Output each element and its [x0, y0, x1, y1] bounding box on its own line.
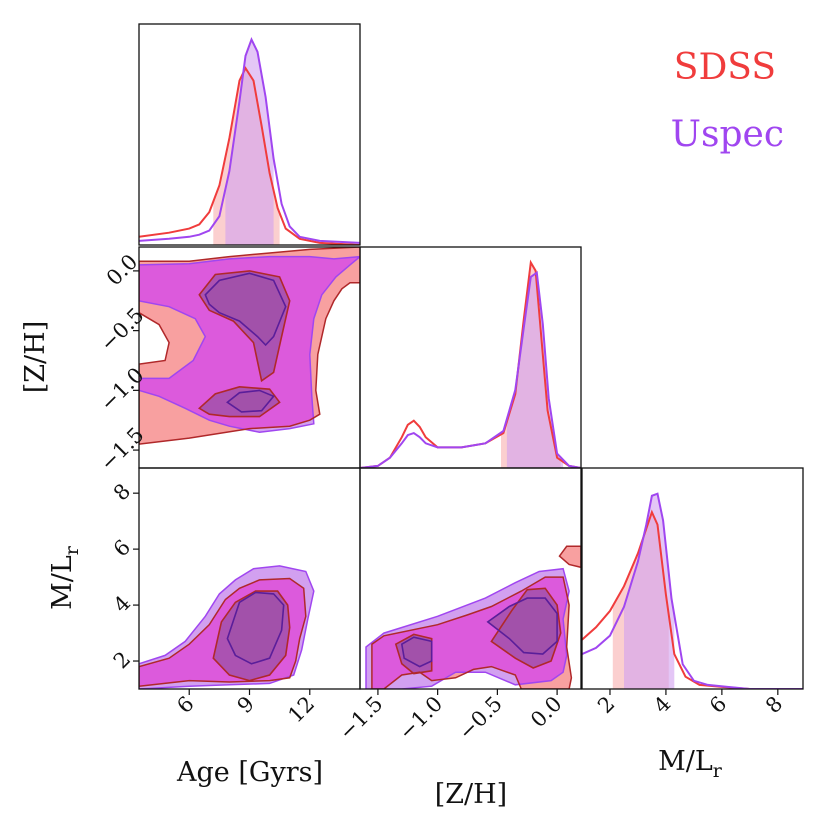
- marginal-plot-area: [582, 492, 803, 689]
- density-line-uspec-age: [139, 36, 360, 244]
- density-line-uspec-ml: [582, 492, 803, 689]
- marginal-plot-area: [360, 259, 581, 468]
- x-tick-label-zh: 0.0: [526, 692, 567, 733]
- y-tick-label-zh: 0.0: [102, 250, 143, 291]
- panel-frame: [138, 23, 361, 246]
- contour-line-sdss-outer: [139, 247, 360, 445]
- x-tick-label-zh: −1.0: [394, 692, 447, 745]
- legend-entry-sdss: SDSS: [674, 47, 776, 88]
- x-tick-label-ml: 8: [761, 692, 787, 718]
- y-axis-label-ml-main: M/L: [47, 555, 78, 610]
- x-tick-label-ml: 4: [649, 692, 675, 718]
- contour-line-uspec-inner: [400, 597, 558, 668]
- contour-plot-area: [365, 545, 581, 689]
- x-tick-label-age: 9: [233, 692, 259, 718]
- contour-line-uspec-inner: [226, 591, 285, 665]
- x-axis-label-ml-main: M/L: [658, 746, 713, 777]
- y-axis-label-zh: [Z/H]: [20, 321, 51, 393]
- contour-panel-zh_vs_ml: [359, 467, 582, 690]
- y-tick-label-ml: 2: [109, 647, 135, 673]
- x-tick-label-zh: −0.5: [454, 692, 507, 745]
- density-line-sdss-age: [139, 66, 360, 245]
- contour-panel-age_vs_zh: [138, 246, 361, 469]
- contour-fill-uspec-inner: [227, 592, 284, 664]
- panel-frame: [581, 467, 804, 690]
- marginal-plot-area: [139, 36, 360, 245]
- x-axis-label-ml: M/Lr: [658, 746, 723, 782]
- x-tick-label-ml: 6: [705, 692, 731, 718]
- density-line-uspec-zh: [360, 270, 581, 468]
- contour-panel-age_vs_ml: [138, 467, 361, 690]
- credible-interval-uspec-age: [225, 39, 274, 245]
- x-axis-label-age: Age [Gyrs]: [176, 757, 323, 788]
- credible-interval-uspec-ml: [624, 493, 675, 689]
- marginal-panel-ml: [581, 467, 804, 690]
- contour-line-uspec-outer: [365, 567, 570, 689]
- contour-fill-uspec-inner: [205, 273, 286, 412]
- contour-line-sdss-inner: [394, 587, 562, 675]
- x-axis-label-zh: [Z/H]: [435, 779, 507, 810]
- y-tick-label-ml: 8: [109, 479, 135, 505]
- x-tick-label-ml: 2: [593, 692, 619, 718]
- contour-plot-area: [139, 247, 360, 445]
- contour-line-sdss-outer: [371, 545, 581, 689]
- contour-line-uspec-outer: [139, 255, 360, 433]
- contour-line-sdss-inner: [197, 270, 291, 418]
- legend-entry-uspec: Uspec: [671, 114, 784, 155]
- x-tick-label-age: 12: [283, 692, 319, 728]
- panel-frame: [359, 467, 582, 690]
- contour-line-uspec-inner: [204, 272, 287, 413]
- y-axis-label-ml-subscript: r: [61, 545, 83, 555]
- x-axis-label-ml-subscript: r: [713, 760, 723, 782]
- marginal-panel-zh: [359, 246, 582, 469]
- x-tick-label-age: 6: [172, 692, 198, 718]
- contour-line-uspec-outer: [139, 565, 315, 689]
- y-tick-label-ml: 6: [109, 535, 135, 561]
- marginal-panel-age: [138, 23, 361, 246]
- contour-plot-area: [139, 565, 315, 689]
- y-tick-label-ml: 4: [109, 591, 135, 617]
- y-axis-label-ml: M/Lr: [47, 545, 83, 610]
- contour-line-sdss-outer: [139, 577, 307, 687]
- contour-fill-overlap-outer: [139, 256, 360, 433]
- contour-fill-uspec-inner: [401, 598, 558, 667]
- x-tick-label-zh: −1.5: [334, 692, 387, 745]
- contour-line-sdss-inner: [212, 590, 291, 682]
- panels-layer: [138, 23, 804, 690]
